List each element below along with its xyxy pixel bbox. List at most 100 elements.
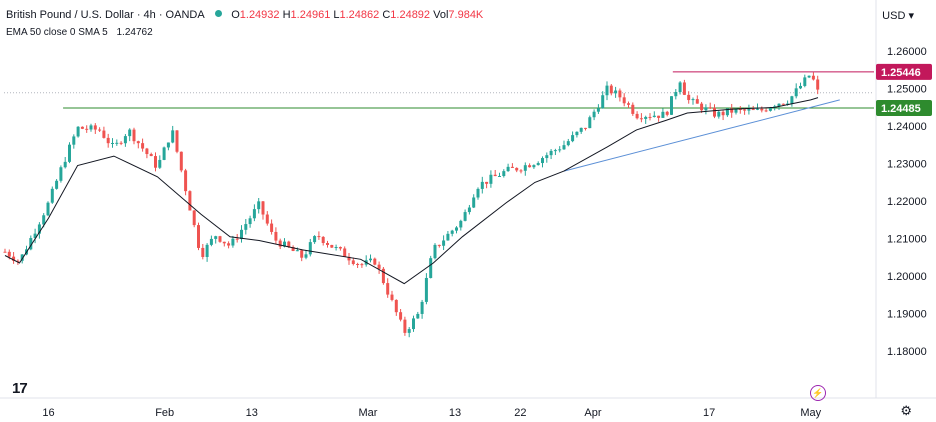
x-tick-label: 17 [703, 407, 715, 419]
candle-body [330, 244, 334, 248]
candle-body [575, 131, 579, 136]
candle-body [498, 175, 501, 177]
candle-body [390, 294, 394, 300]
candle-body [128, 129, 132, 137]
ema-label: EMA 50 close 0 SMA 5 [6, 27, 108, 38]
low-label: L [333, 9, 340, 21]
candle-body [123, 136, 127, 144]
symbol-title[interactable]: British Pound / U.S. Dollar · 4h · OANDA [6, 9, 205, 21]
candle-body [738, 108, 742, 110]
candle-body [510, 166, 514, 168]
candle-body [141, 143, 145, 149]
candle-body [536, 163, 540, 166]
candle-body [674, 92, 678, 97]
candle-body [261, 201, 265, 215]
chart-header: British Pound / U.S. Dollar · 4h · OANDA… [6, 9, 483, 21]
candle-body [119, 142, 123, 144]
candle-body [63, 161, 67, 168]
candle-body [485, 181, 489, 184]
trendline[interactable] [563, 99, 840, 172]
candle-body [695, 99, 699, 104]
candle-body [799, 85, 802, 89]
candle-body [89, 125, 93, 130]
candle-body [162, 147, 166, 160]
market-status-icon [215, 10, 223, 17]
candle-body [618, 90, 622, 98]
candle-body [85, 128, 89, 130]
candle-body [347, 256, 351, 261]
candle-body [528, 165, 532, 168]
candle-body [734, 108, 738, 113]
candle-body [192, 210, 196, 226]
candle-body [235, 238, 239, 240]
level-label: 1.24485 [881, 103, 921, 115]
candle-body [338, 247, 342, 249]
candle-body [811, 75, 815, 80]
candle-body [429, 258, 433, 278]
candle-body [98, 129, 102, 131]
candle-body [33, 233, 37, 239]
high-value: 1.24961 [290, 9, 331, 21]
lightning-icon[interactable]: ⚡ [810, 385, 826, 401]
candle-body [343, 248, 347, 257]
candle-body [278, 240, 282, 247]
candle-body [764, 110, 768, 112]
candle-body [558, 149, 562, 151]
candle-body [377, 264, 381, 269]
candle-body [154, 156, 157, 168]
candle-body [584, 127, 587, 129]
candle-body [631, 104, 635, 114]
candle-body [639, 118, 643, 120]
candle-body [816, 79, 820, 90]
candle-body [553, 150, 557, 152]
candle-body [562, 145, 566, 150]
tradingview-logo-icon[interactable]: 17 [12, 380, 28, 397]
candle-body [197, 225, 200, 248]
y-tick-label: 1.24000 [887, 121, 927, 133]
candle-body [274, 231, 278, 241]
candle-body [614, 90, 618, 94]
candle-body [678, 82, 682, 93]
y-tick-label: 1.18000 [887, 346, 927, 358]
ema-line[interactable] [4, 97, 819, 285]
candle-body [635, 113, 639, 119]
candle-body [515, 167, 519, 171]
gear-icon[interactable]: ⚙ [900, 403, 912, 418]
candle-body [399, 312, 403, 320]
candle-body [588, 117, 592, 129]
candle-body [248, 218, 252, 225]
currency-selector[interactable]: USD ▾ [882, 9, 914, 22]
candle-body [489, 174, 493, 184]
candle-body [579, 127, 583, 132]
candle-body [725, 108, 729, 116]
candle-body [682, 82, 686, 95]
candle-body [308, 242, 312, 255]
candle-body [644, 116, 648, 119]
level-label-bg [876, 99, 932, 116]
candle-body [132, 129, 136, 142]
candle-body [201, 247, 205, 257]
candle-body [665, 111, 669, 115]
candle-body [291, 246, 295, 252]
candle-body [244, 224, 248, 230]
low-value: 1.24862 [339, 9, 380, 21]
x-tick-label: 13 [246, 407, 258, 419]
ema-legend[interactable]: EMA 50 close 0 SMA 5 1.24762 [6, 27, 153, 38]
candle-body [601, 95, 605, 109]
candle-body [166, 142, 170, 148]
candle-body [50, 188, 54, 203]
candle-body [670, 96, 673, 115]
candle-body [240, 229, 243, 240]
candle-body [704, 107, 708, 111]
candle-body [532, 165, 536, 168]
volume-value: 7.984K [448, 9, 484, 21]
candle-body [412, 318, 415, 330]
candle-body [12, 256, 16, 261]
y-tick-label: 1.26000 [887, 46, 927, 58]
candle-body [472, 197, 476, 208]
candle-body [111, 142, 114, 144]
candle-body [657, 115, 661, 118]
candle-body [321, 236, 325, 243]
candle-body [803, 77, 807, 86]
